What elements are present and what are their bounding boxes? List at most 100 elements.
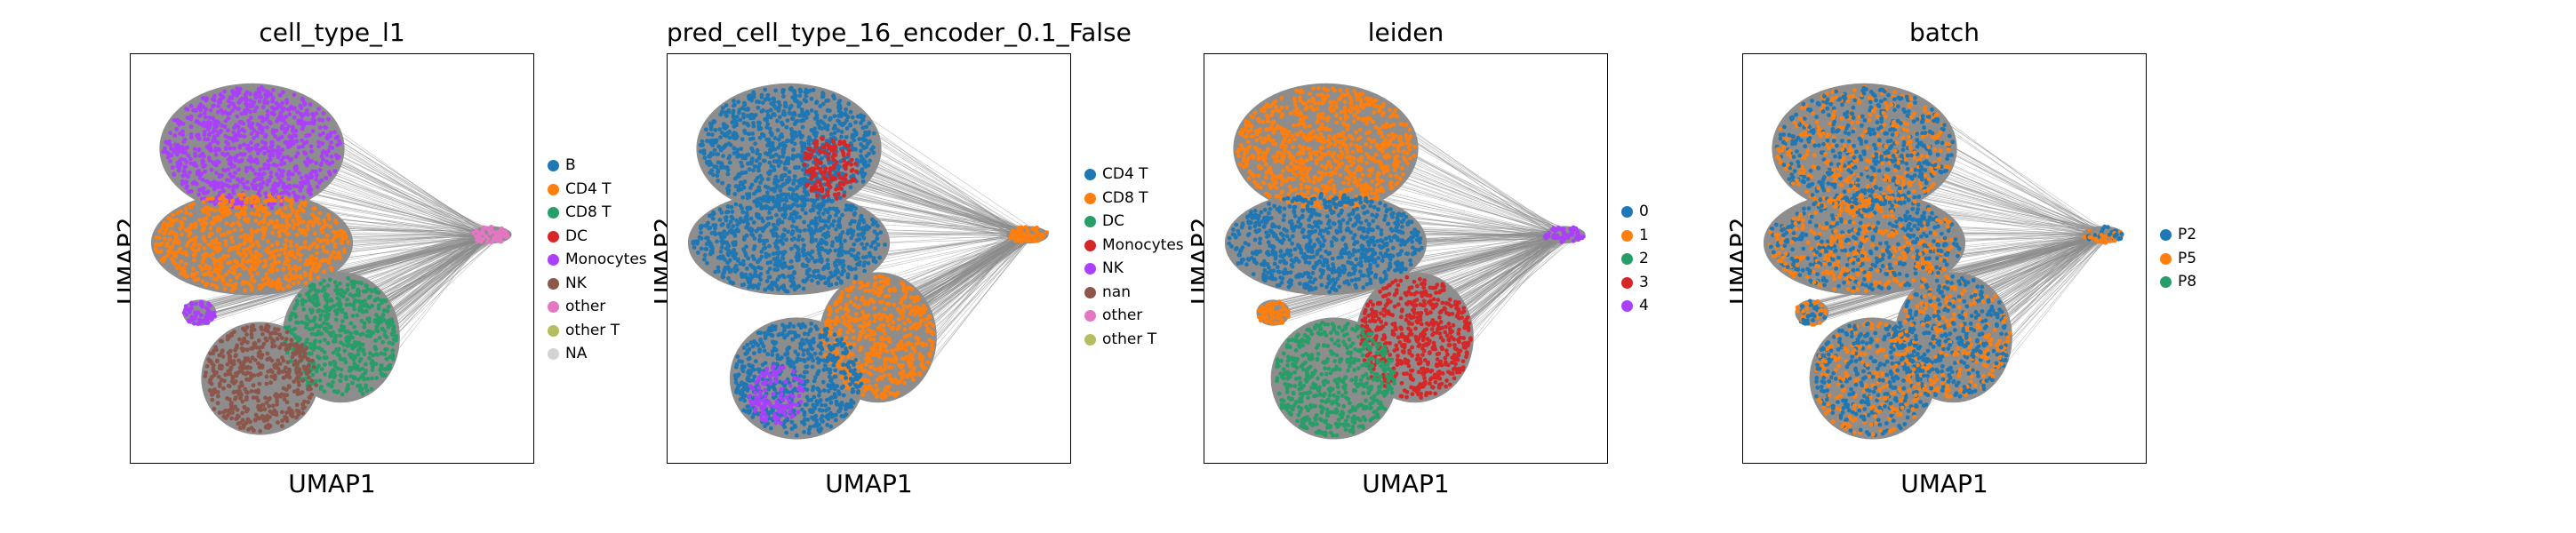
scatter-point — [754, 158, 759, 163]
scatter-point — [208, 148, 213, 154]
scatter-point — [230, 198, 235, 203]
scatter-point — [722, 165, 727, 170]
scatter-point — [818, 207, 823, 212]
scatter-point — [289, 359, 293, 363]
scatter-point — [746, 278, 751, 283]
scatter-point — [331, 350, 336, 355]
scatter-point — [231, 264, 236, 269]
scatter-point — [764, 238, 770, 243]
scatter-point — [263, 259, 268, 264]
scatter-point — [188, 103, 194, 108]
scatter-point — [827, 313, 832, 317]
scatter-point — [809, 180, 814, 186]
scatter-point — [789, 139, 795, 145]
scatter-point — [230, 187, 236, 193]
scatter-point — [727, 229, 732, 234]
scatter-point — [376, 303, 381, 307]
scatter-point — [724, 103, 729, 107]
scatter-point — [308, 297, 313, 302]
scatter-point — [204, 179, 210, 184]
scatter-point — [201, 272, 206, 276]
scatter-point — [267, 403, 272, 409]
scatter-point — [326, 212, 331, 218]
scatter-point — [811, 274, 816, 279]
scatter-point — [815, 281, 820, 285]
scatter-point — [188, 222, 194, 227]
scatter-point — [715, 152, 719, 156]
scatter-point — [233, 379, 238, 384]
scatter-point — [283, 325, 288, 330]
scatter-point — [738, 203, 743, 209]
scatter-point — [320, 230, 325, 235]
scatter-point — [280, 424, 284, 428]
scatter-point — [232, 135, 237, 139]
scatter-point — [202, 246, 207, 251]
scatter-point — [317, 339, 323, 344]
scatter-point — [758, 277, 764, 282]
scatter-point — [769, 215, 774, 220]
scatter-point — [820, 91, 825, 96]
scatter-point — [772, 222, 776, 227]
scatter-point — [353, 354, 358, 360]
scatter-point — [267, 277, 271, 282]
scatter-point — [720, 231, 725, 235]
scatter-point — [834, 213, 838, 218]
scatter-point — [761, 238, 766, 243]
scatter-point — [211, 366, 216, 371]
scatter-point — [390, 352, 395, 357]
scatter-point — [340, 319, 345, 323]
scatter-point — [300, 227, 306, 233]
scatter-point — [743, 155, 748, 161]
scatter-point — [175, 211, 180, 216]
scatter-point — [820, 120, 825, 124]
scatter-point — [260, 146, 265, 151]
legend-marker — [548, 207, 559, 219]
scatter-point — [188, 301, 194, 306]
scatter-point — [705, 235, 710, 241]
scatter-point — [235, 92, 239, 97]
scatter-point — [281, 117, 286, 122]
scatter-point — [248, 155, 252, 159]
scatter-point — [849, 252, 854, 258]
scatter-point — [227, 104, 231, 109]
points — [691, 85, 1050, 438]
scatter-point — [717, 127, 723, 131]
scatter-point — [741, 112, 746, 116]
scatter-point — [792, 178, 796, 183]
scatter-point — [220, 348, 225, 354]
scatter-point — [231, 174, 236, 179]
scatter-point — [198, 313, 204, 318]
scatter-point — [212, 208, 217, 213]
scatter-point — [328, 324, 333, 330]
scatter-point — [220, 194, 225, 199]
scatter-point — [811, 88, 816, 92]
scatter-point — [304, 163, 309, 168]
scatter-point — [780, 154, 786, 159]
scatter-point — [291, 226, 296, 231]
scatter-point — [724, 131, 730, 136]
scatter-point — [227, 397, 232, 402]
scatter-point — [242, 328, 247, 333]
scatter-point — [368, 294, 372, 299]
scatter-point — [364, 309, 369, 314]
scatter-point — [745, 195, 750, 201]
scatter-point — [210, 195, 215, 201]
scatter-point — [238, 426, 243, 431]
scatter-point — [765, 92, 771, 98]
scatter-point — [732, 192, 738, 196]
scatter-point — [783, 102, 788, 107]
scatter-point — [344, 377, 348, 382]
scatter-point — [318, 313, 324, 318]
chart-title: pred_cell_type_16_encoder_0.1_False — [667, 18, 1132, 47]
scatter-point — [845, 272, 851, 277]
scatter-point — [357, 383, 363, 388]
scatter-point — [286, 177, 292, 181]
scatter-point — [800, 179, 804, 185]
scatter-point — [250, 274, 254, 279]
scatter-point — [718, 112, 724, 117]
scatter-point — [780, 206, 786, 211]
scatter-point — [307, 132, 312, 138]
scatter-point — [753, 164, 757, 169]
scatter-point — [376, 315, 381, 320]
scatter-point — [217, 268, 222, 274]
